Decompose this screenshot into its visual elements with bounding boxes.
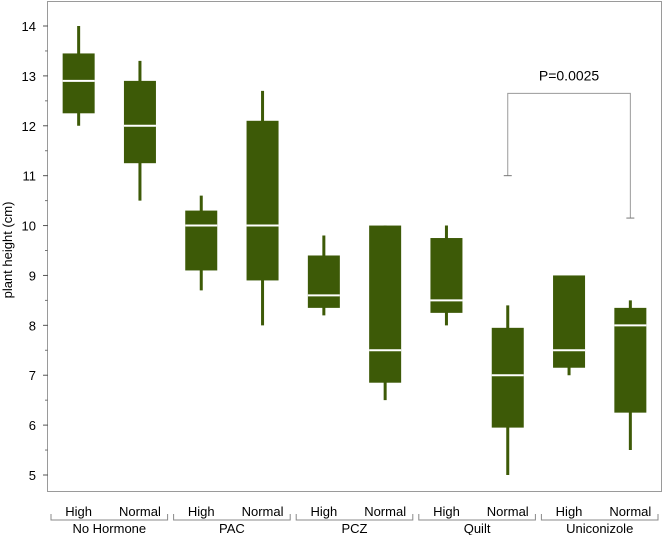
y-tick-label: 12 — [22, 119, 36, 134]
x-group-label: Quilt — [464, 521, 491, 535]
x-subgroup-label: Normal — [487, 504, 529, 519]
y-tick-label: 7 — [29, 368, 36, 383]
x-group-bracket — [173, 514, 291, 521]
y-tick-label: 14 — [22, 19, 36, 34]
x-group-bracket — [50, 514, 169, 521]
box-iqr — [369, 225, 402, 383]
x-subgroup-label: High — [556, 504, 583, 519]
x-group-bracket — [295, 514, 414, 521]
box-iqr — [307, 255, 340, 308]
y-tick-label: 10 — [22, 219, 36, 234]
box-iqr — [62, 53, 95, 114]
annotations: P=0.0025 — [503, 67, 635, 219]
y-axis: 5 6 7 8 9 10 11 12 13 14 — [22, 19, 48, 483]
y-tick-label: 11 — [23, 169, 37, 184]
box-iqr — [553, 275, 586, 368]
x-group-label: Uniconizole — [566, 521, 633, 535]
box-iqr — [614, 307, 647, 413]
y-tick-label: 13 — [22, 69, 36, 84]
box-no-hormone-high — [62, 26, 95, 126]
x-subgroup-label: Normal — [364, 504, 406, 519]
x-group-label: PAC — [219, 521, 245, 535]
box-iqr — [430, 238, 463, 313]
y-tick-label: 9 — [29, 268, 36, 283]
box-pcz-high — [307, 235, 340, 316]
box-iqr — [123, 80, 156, 164]
box-iqr — [185, 210, 218, 271]
box-no-hormone-normal — [123, 60, 156, 201]
x-group-bracket — [540, 514, 659, 521]
y-tick-label: 5 — [29, 468, 36, 483]
x-axis: High Normal High Normal High Normal High Normal… — [50, 504, 659, 535]
box-uniconizole-normal — [614, 300, 647, 451]
x-subgroup-label: Normal — [119, 504, 161, 519]
y-tick-label: 6 — [29, 418, 36, 433]
x-group-label: PCZ — [342, 521, 368, 535]
box-pcz-normal — [369, 225, 402, 401]
p-value-label: P=0.0025 — [539, 67, 600, 83]
box-pac-normal — [246, 90, 279, 326]
x-subgroup-label: High — [433, 504, 460, 519]
box-quilt-high — [430, 225, 463, 326]
x-subgroup-label: High — [188, 504, 215, 519]
x-subgroup-label: Normal — [609, 504, 651, 519]
box-iqr — [491, 327, 524, 428]
x-subgroup-label: Normal — [242, 504, 284, 519]
x-group-label: No Hormone — [72, 521, 146, 535]
y-tick-label: 8 — [29, 318, 36, 333]
box-pac-high — [185, 195, 218, 291]
significance-bracket — [507, 92, 631, 219]
box-uniconizole-high — [553, 275, 586, 376]
y-axis-label: plant height (cm) — [0, 202, 15, 299]
x-group-bracket — [418, 514, 536, 521]
x-subgroup-label: High — [65, 504, 92, 519]
box-quilt-normal — [491, 305, 524, 475]
plot-marks — [62, 26, 647, 475]
box-iqr — [246, 120, 279, 281]
x-subgroup-label: High — [310, 504, 337, 519]
